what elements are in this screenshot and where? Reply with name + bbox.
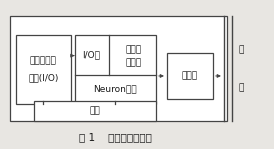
Bar <box>75 35 156 104</box>
Text: I/O口: I/O口 <box>82 51 100 59</box>
Text: 网: 网 <box>239 45 244 54</box>
Text: 图 1    典型节点方框图: 图 1 典型节点方框图 <box>79 132 152 142</box>
Text: 网络通: 网络通 <box>125 46 141 55</box>
Text: 电源: 电源 <box>90 107 100 116</box>
Bar <box>16 35 70 104</box>
Text: 信端口: 信端口 <box>125 58 141 67</box>
Text: 络: 络 <box>239 83 244 92</box>
Text: 传感和控制: 传感和控制 <box>30 56 57 65</box>
Bar <box>10 16 227 121</box>
Bar <box>34 101 156 121</box>
Text: 收发器: 收发器 <box>182 72 198 80</box>
Text: Neuron芯片: Neuron芯片 <box>93 85 137 94</box>
Bar <box>167 53 213 99</box>
Text: 设备(I/O): 设备(I/O) <box>28 74 59 83</box>
